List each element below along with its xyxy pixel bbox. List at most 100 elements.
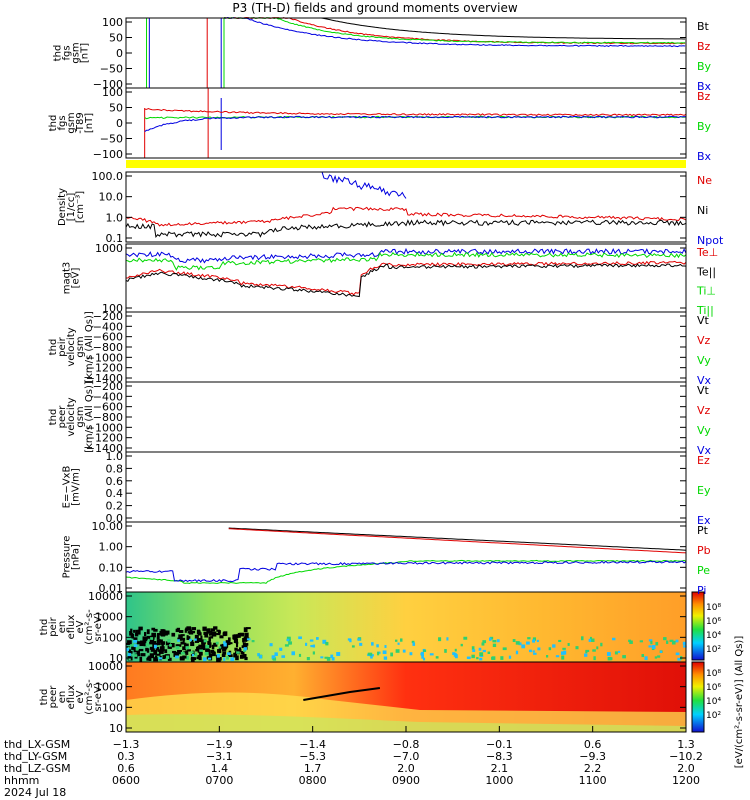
x-lx-label: 0.6 (584, 738, 602, 751)
ion-spec-pixel (421, 654, 424, 659)
ion-spec-pixel (204, 651, 209, 656)
ion-spec-dropout (153, 657, 159, 662)
ion-spec-dropout (198, 652, 203, 656)
pt-trace (228, 527, 687, 551)
ion-spec-pixel (532, 639, 536, 643)
y-axis-label: eV (75, 690, 86, 703)
y-axis-label: en (57, 621, 68, 634)
ion-spec-dropout (134, 633, 139, 637)
panel-frame (125, 451, 687, 523)
ion-spec-pixel (324, 656, 329, 659)
legend-entry: Pt (697, 524, 709, 537)
y-axis-label: gsm (75, 336, 86, 357)
ion-spec-pixel (487, 651, 491, 654)
ion-spec-pixel (537, 647, 541, 651)
x-lz-label: 1.7 (304, 762, 322, 775)
ion-spec-dropout (244, 656, 248, 661)
ion-spec-dropout (135, 629, 138, 635)
ion-spec-pixel (298, 653, 302, 657)
x-row-label: thd_LX-GSM (4, 738, 70, 751)
ion-spec-dropout (229, 642, 233, 645)
y-tick-label: 0.1 (106, 232, 124, 245)
ion-spec-pixel (471, 654, 475, 659)
ion-spec-pixel (370, 655, 373, 659)
ion-spec-pixel (291, 651, 296, 656)
ion-spec-dropout (187, 649, 191, 652)
ion-spec-pixel (377, 651, 380, 656)
x-ly-label: −5.3 (299, 750, 326, 763)
ion-spec-pixel (150, 637, 154, 640)
ion-spec-dropout (158, 649, 164, 654)
colorbar-tick-label: 10² (706, 645, 721, 655)
ion-spec-pixel (515, 641, 520, 645)
y-axis-label: [nPa] (71, 544, 82, 570)
ion-spec-dropout (236, 649, 240, 652)
ion-spec-dropout (146, 636, 151, 641)
x-ly-label: −8.3 (486, 750, 513, 763)
ion-spec-dropout (223, 631, 228, 636)
ne-trace (125, 206, 687, 227)
ion-spec-dropout (154, 655, 158, 658)
y-axis-label: sr-eV) (93, 682, 104, 711)
y-tick-label: 0.4 (106, 487, 124, 500)
ion-spec-pixel (306, 657, 310, 661)
ion-spec-pixel (271, 655, 276, 659)
ion-spec-pixel (669, 639, 674, 642)
ion-spec-dropout (167, 645, 171, 649)
ion-spec-pixel (359, 642, 363, 646)
ion-spec-dropout (133, 647, 138, 653)
ion-spec-pixel (175, 646, 180, 650)
x-ly-label: 0.3 (117, 750, 135, 763)
panel-frame (125, 171, 687, 243)
ion-spec-dropout (139, 656, 143, 662)
legend-entry: Te|| (696, 265, 716, 278)
ion-spec-pixel (607, 656, 612, 661)
y-axis-label: [km/s (All Qs)] (84, 381, 95, 453)
ion-spec-dropout (242, 654, 247, 659)
ion-spec-dropout (182, 646, 187, 651)
ion-spec-dropout (208, 653, 213, 657)
ion-spec-pixel (203, 639, 208, 643)
legend-entry: Ti⊥ (696, 285, 716, 298)
ion-spec-dropout (180, 634, 185, 637)
ion-spec-dropout (130, 628, 133, 632)
ion-spec-pixel (246, 638, 251, 641)
ion-spec-dropout (145, 647, 149, 652)
ion-spec-pixel (186, 655, 189, 660)
ion-spec-dropout (139, 640, 145, 645)
ion-spec-dropout (202, 626, 207, 631)
y-tick-label: −200 (93, 310, 123, 323)
ion-spec-pixel (629, 640, 633, 644)
ion-spec-pixel (153, 644, 157, 649)
ion-spec-pixel (158, 657, 163, 660)
ion-spec-dropout (187, 631, 192, 634)
ion-spec-pixel (223, 642, 227, 647)
y-tick-label: −800 (93, 341, 123, 354)
ion-spec-pixel (657, 655, 661, 658)
legend-entry: Bt (697, 20, 710, 33)
y-tick-label: −1000 (86, 351, 123, 364)
ion-spec-dropout (167, 657, 172, 661)
ion-spec-pixel (552, 644, 556, 648)
y-axis-label: en (57, 691, 68, 704)
colorbar-tick-label: 10⁸ (706, 669, 721, 679)
x-hhmm-label: 1000 (485, 774, 513, 787)
ion-spec-dropout (153, 650, 158, 655)
colorbar-tick-label: 10⁴ (706, 697, 721, 707)
ion-spec-pixel (126, 647, 129, 652)
y-tick-label: 0.01 (99, 582, 124, 595)
ion-spec-dropout (221, 653, 226, 657)
ion-spec-dropout (131, 633, 135, 639)
ion-spec-dropout (182, 655, 188, 659)
y-tick-label: −400 (93, 320, 123, 333)
ion-spec-dropout (242, 642, 246, 646)
ion-spec-pixel (478, 647, 482, 651)
panel-frame (125, 17, 687, 89)
y-axis-label: [mV/m] (71, 468, 82, 506)
x-row-label: thd_LY-GSM (4, 750, 67, 763)
colorbar-top (691, 591, 705, 661)
ion-spec-pixel (561, 655, 565, 660)
status-bar (126, 160, 686, 168)
ion-spec-dropout (197, 655, 202, 659)
ion-spec-pixel (492, 643, 497, 648)
